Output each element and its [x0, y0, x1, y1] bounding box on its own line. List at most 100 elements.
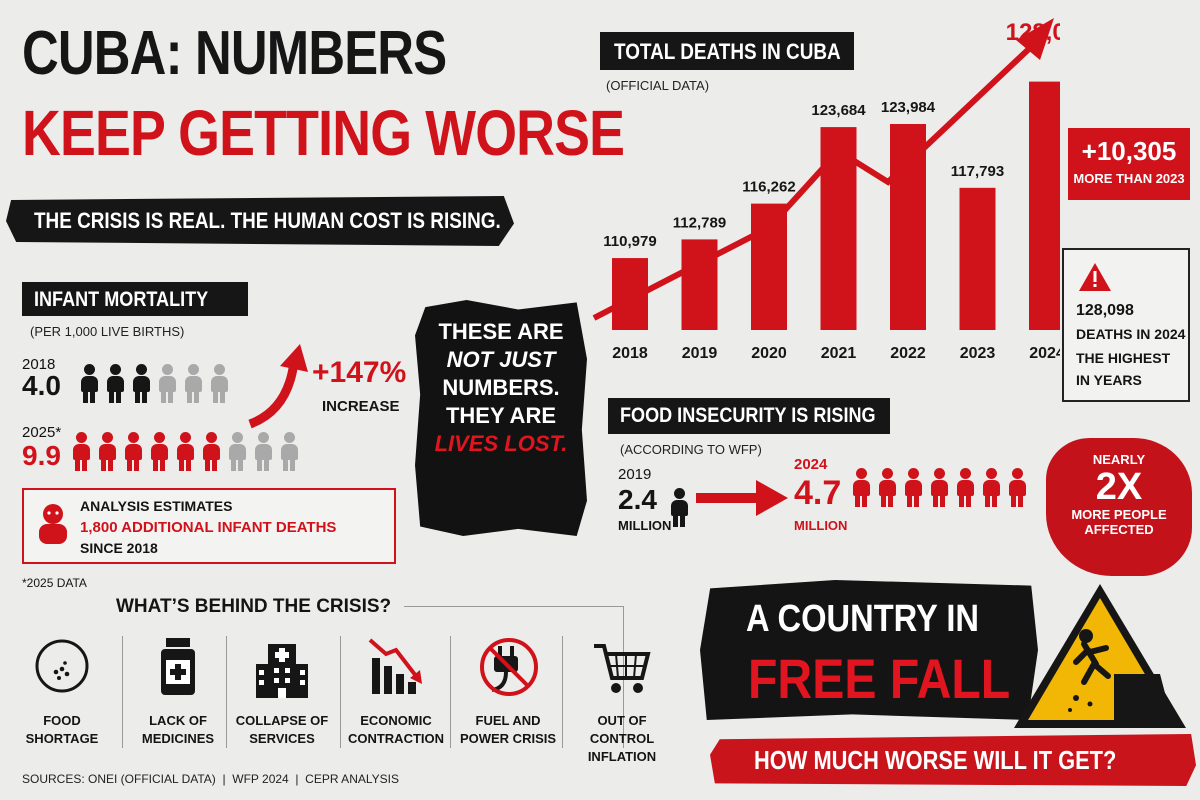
subtitle-banner-text: THE CRISIS IS REAL. THE HUMAN COST IS RI… [34, 208, 501, 233]
x-tick-label: 2022 [890, 345, 926, 362]
x-tick-label: 2019 [682, 345, 718, 362]
food-value-2019: 2.4 [618, 484, 657, 515]
food-arrow-icon [696, 480, 788, 516]
x-tick-label: 2024 [1029, 345, 1060, 362]
child-figure-icon [174, 432, 196, 472]
food-year-2024: 2024 [794, 456, 828, 473]
bar-value-label: 110,979 [603, 233, 656, 250]
food-heading: FOOD INSECURITY IS RISING [608, 398, 890, 434]
warn-line4: IN YEARS [1076, 372, 1142, 388]
infant-value-2018: 4.0 [22, 370, 61, 401]
person-figure-icon [902, 468, 924, 508]
person-figure-icon [668, 488, 690, 528]
warn-line1: 128,098 [1076, 302, 1134, 319]
increase-arrow-icon [248, 344, 308, 429]
infant-sub: (PER 1,000 LIVE BIRTHS) [30, 324, 185, 339]
callout-value: +10,305 [1081, 136, 1177, 166]
cause-label-5a: FUEL AND [475, 713, 541, 728]
bar-value-label: 116,262 [742, 179, 795, 196]
infant-year-2025: 2025* [22, 424, 62, 441]
nearly-label: NEARLY [1092, 452, 1146, 467]
person-figure-icon [876, 468, 898, 508]
falling-chart-icon [368, 638, 422, 694]
food-year-2019: 2019 [618, 466, 652, 483]
child-figure-icon [252, 432, 274, 472]
free-fall-line2: FREE FALL [748, 647, 1011, 710]
food-sub: (ACCORDING TO WFP) [620, 442, 762, 457]
question-banner: HOW MUCH WORSE WILL IT GET? [710, 734, 1196, 786]
child-figure-icon [208, 364, 230, 404]
splash-line2: NOT JUST [446, 347, 556, 372]
infant-footnote: *2025 DATA [22, 576, 87, 590]
cause-divider [226, 636, 227, 748]
infant-year-2018: 2018 [22, 356, 56, 373]
cause-divider [450, 636, 451, 748]
cause-label-4b: CONTRACTION [347, 731, 445, 746]
deaths-sub: (OFFICIAL DATA) [606, 78, 710, 93]
cause-label-1a: FOOD [43, 713, 81, 728]
person-figure-icon [954, 468, 976, 508]
cause-label-2a: LACK OF [149, 713, 207, 728]
cause-label-3a: COLLAPSE OF [235, 713, 329, 728]
child-figure-icon [156, 364, 178, 404]
cause-label-6a: OUT OF CONTROL [589, 713, 655, 746]
food-2x-splash: NEARLY 2X MORE PEOPLE AFFECTED [1046, 438, 1192, 576]
causes-heading: WHAT’S BEHIND THE CRISIS? [116, 596, 392, 617]
infant-2025-figures [70, 432, 304, 477]
estimate-line1: ANALYSIS ESTIMATES [80, 498, 233, 514]
splash-line3: NUMBERS. [442, 375, 560, 400]
estimate-line3: SINCE 2018 [80, 540, 158, 556]
food-unit-2019: MILLION [618, 518, 672, 533]
bar-2022 [890, 124, 926, 330]
bar-2024 [1029, 81, 1060, 331]
page-title-line1: CUBA: NUMBERS [22, 19, 447, 88]
infant-heading-text: INFANT MORTALITY [34, 288, 209, 311]
baby-icon [39, 504, 67, 544]
child-figure-icon [278, 432, 300, 472]
cause-divider [340, 636, 341, 748]
child-figure-icon [70, 432, 92, 472]
child-figure-icon [78, 364, 100, 404]
cause-label-3b: SERVICES [249, 731, 315, 746]
infant-heading: INFANT MORTALITY [22, 282, 248, 316]
cause-label-2b: MEDICINES [141, 731, 215, 746]
person-figure-icon [850, 468, 872, 508]
x-tick-label: 2023 [960, 345, 996, 362]
bar-value-label: 123,984 [881, 99, 936, 116]
cart-icon [594, 644, 651, 693]
free-fall-line1: A COUNTRY IN [746, 598, 980, 640]
infant-pct: +147% [312, 356, 407, 389]
food-2019-figure [668, 488, 694, 533]
bar-2020 [751, 203, 787, 330]
child-figure-icon [200, 432, 222, 472]
splash-line5: LIVES LOST. [434, 431, 568, 456]
person-figure-icon [1006, 468, 1028, 508]
infant-value-2025: 9.9 [22, 440, 61, 471]
bar-2019 [681, 239, 718, 330]
bar-2023 [959, 187, 996, 330]
food-unit-2024: MILLION [794, 518, 848, 533]
cause-divider [562, 636, 563, 748]
person-figure-icon [980, 468, 1002, 508]
splash-line4: THEY ARE [445, 403, 557, 428]
page-title-line2: KEEP GETTING WORSE [22, 97, 625, 169]
child-figure-icon [122, 432, 144, 472]
callout-label: MORE THAN 2023 [1073, 171, 1185, 186]
deaths-bar-chart: 110,979 2018 112,789 2019 116,262 2020 123,684… [592, 18, 1060, 362]
more-people-line1: MORE PEOPLE [1071, 507, 1167, 522]
bar-value-label: 112,789 [673, 214, 726, 231]
splash-line1: THESE ARE [438, 319, 564, 344]
estimate-line2: 1,800 ADDITIONAL INFANT DEATHS [80, 519, 337, 536]
sources: SOURCES: ONEI (OFFICIAL DATA) | WFP 2024… [22, 772, 399, 786]
infant-estimate-box: ANALYSIS ESTIMATES 1,800 ADDITIONAL INFA… [22, 488, 396, 564]
food-value-2024: 4.7 [794, 474, 842, 512]
x-tick-label: 2020 [751, 345, 787, 362]
warn-line3: THE HIGHEST [1076, 350, 1171, 366]
bar-value-label: 123,684 [811, 102, 866, 119]
factor-label: 2X [1095, 466, 1143, 508]
cause-label-5b: POWER CRISIS [459, 731, 557, 746]
child-figure-icon [226, 432, 248, 472]
no-plug-icon [480, 638, 538, 696]
cause-label-4a: ECONOMIC [360, 713, 432, 728]
deaths-heading: TOTAL DEATHS IN CUBA [600, 32, 854, 70]
